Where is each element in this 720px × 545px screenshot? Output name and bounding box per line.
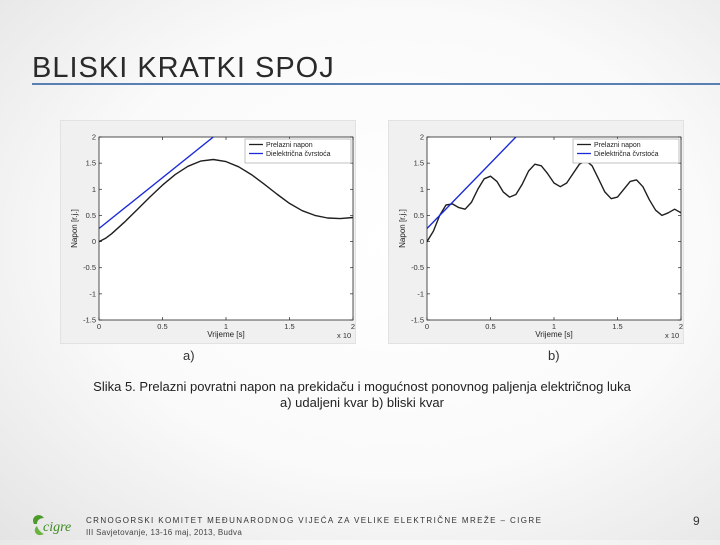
- chart-b-xtick-label: 1.5: [612, 322, 622, 331]
- chart-b-svg: 0 0.5 1 1.5 2 -1.5 -1 -0.5 0 0.5 1 1.5 2 Vrijeme [s] N…: [398, 133, 683, 341]
- chart-a: 0 0.5 1 1.5 2 -1.5 -1 -0.5 0 0.5 1 1.5 2 Vrijeme [s] N…: [60, 120, 356, 344]
- logo-text: cigre: [43, 520, 71, 535]
- chart-a-xtick-label: 0: [97, 322, 101, 331]
- chart-b-xtick-label: 0: [425, 322, 429, 331]
- chart-a-ytick-label: 0: [92, 237, 96, 246]
- chart-a-legend-label-2: Dielektrična čvrstoća: [266, 151, 331, 158]
- chart-b-legend-label-1: Prelazni napon: [594, 142, 641, 149]
- chart-b-ytick-label: -1.5: [411, 316, 424, 325]
- chart-a-xlabel: Vrijeme [s]: [207, 330, 245, 339]
- chart-a-ytick-label: -0.5: [83, 263, 96, 272]
- slide-title: BLISKI KRATKI SPOJ: [32, 52, 335, 84]
- footer-organization: CRNOGORSKI KOMITET MEĐUNARODNOG VIJEĆA Z…: [86, 516, 543, 525]
- chart-a-xtick-label: 1.5: [284, 322, 294, 331]
- chart-a-series-2-line: [99, 137, 214, 230]
- chart-b-xtick-label: 2: [679, 322, 683, 331]
- chart-b-ytick-label: -0.5: [411, 263, 424, 272]
- chart-b-x-multiplier: x 10: [665, 331, 679, 340]
- chart-b-ytick-label: -1: [417, 289, 424, 298]
- cigre-logo: cigre: [28, 510, 76, 540]
- subfigure-label-b: b): [548, 348, 560, 363]
- chart-b-series-2-line: [427, 137, 517, 229]
- chart-b-ylabel: Napon [r.j.]: [398, 209, 407, 248]
- chart-a-ylabel: Napon [r.j.]: [70, 209, 79, 248]
- chart-b-ytick-label: 0.5: [414, 211, 424, 220]
- chart-b-xtick-label: 0.5: [485, 322, 495, 331]
- figure-caption: Slika 5. Prelazni povratni napon na prek…: [60, 379, 664, 411]
- footer-event: III Savjetovanje, 13-16 maj, 2013, Budva: [86, 528, 243, 537]
- chart-a-plot-area: [98, 136, 354, 321]
- chart-a-xtick-label: 2: [351, 322, 355, 331]
- chart-b: 0 0.5 1 1.5 2 -1.5 -1 -0.5 0 0.5 1 1.5 2 Vrijeme [s] N…: [388, 120, 684, 344]
- title-rule: [32, 83, 720, 85]
- chart-b-ytick-label: 0: [420, 237, 424, 246]
- subfigure-label-a: a): [183, 348, 195, 363]
- chart-a-ytick-label: 0.5: [86, 211, 96, 220]
- cigre-logo-icon: cigre: [33, 515, 71, 536]
- chart-a-ytick-label: 1: [92, 185, 96, 194]
- chart-b-series-1-line: [427, 159, 681, 242]
- chart-b-ytick-label: 1: [420, 185, 424, 194]
- chart-a-series-1-line: [99, 158, 353, 243]
- chart-b-ytick-label: 1.5: [414, 159, 424, 168]
- caption-line-1: Slika 5. Prelazni povratni napon na prek…: [93, 379, 631, 394]
- chart-b-ytick-label: 2: [420, 133, 424, 142]
- chart-a-svg: 0 0.5 1 1.5 2 -1.5 -1 -0.5 0 0.5 1 1.5 2 Vrijeme [s] N…: [70, 133, 355, 341]
- chart-a-ytick-label: 1.5: [86, 159, 96, 168]
- page-number: 9: [693, 514, 700, 528]
- chart-a-legend-label-1: Prelazni napon: [266, 142, 313, 149]
- chart-a-xtick-label: 0.5: [157, 322, 167, 331]
- chart-b-xtick-label: 1: [552, 322, 556, 331]
- chart-a-ytick-label: -1.5: [83, 316, 96, 325]
- caption-line-2: a) udaljeni kvar b) bliski kvar: [279, 395, 444, 410]
- chart-b-plot-area: [426, 136, 682, 321]
- chart-b-legend-label-2: Dielektrična čvrstoća: [594, 151, 659, 158]
- chart-a-ytick-label: -1: [89, 289, 96, 298]
- chart-a-legend-box: [244, 138, 352, 164]
- chart-b-xlabel: Vrijeme [s]: [535, 330, 573, 339]
- chart-a-xtick-label: 1: [224, 322, 228, 331]
- chart-a-ytick-label: 2: [92, 133, 96, 142]
- chart-a-x-multiplier: x 10: [337, 331, 351, 340]
- chart-b-legend-box: [572, 138, 680, 164]
